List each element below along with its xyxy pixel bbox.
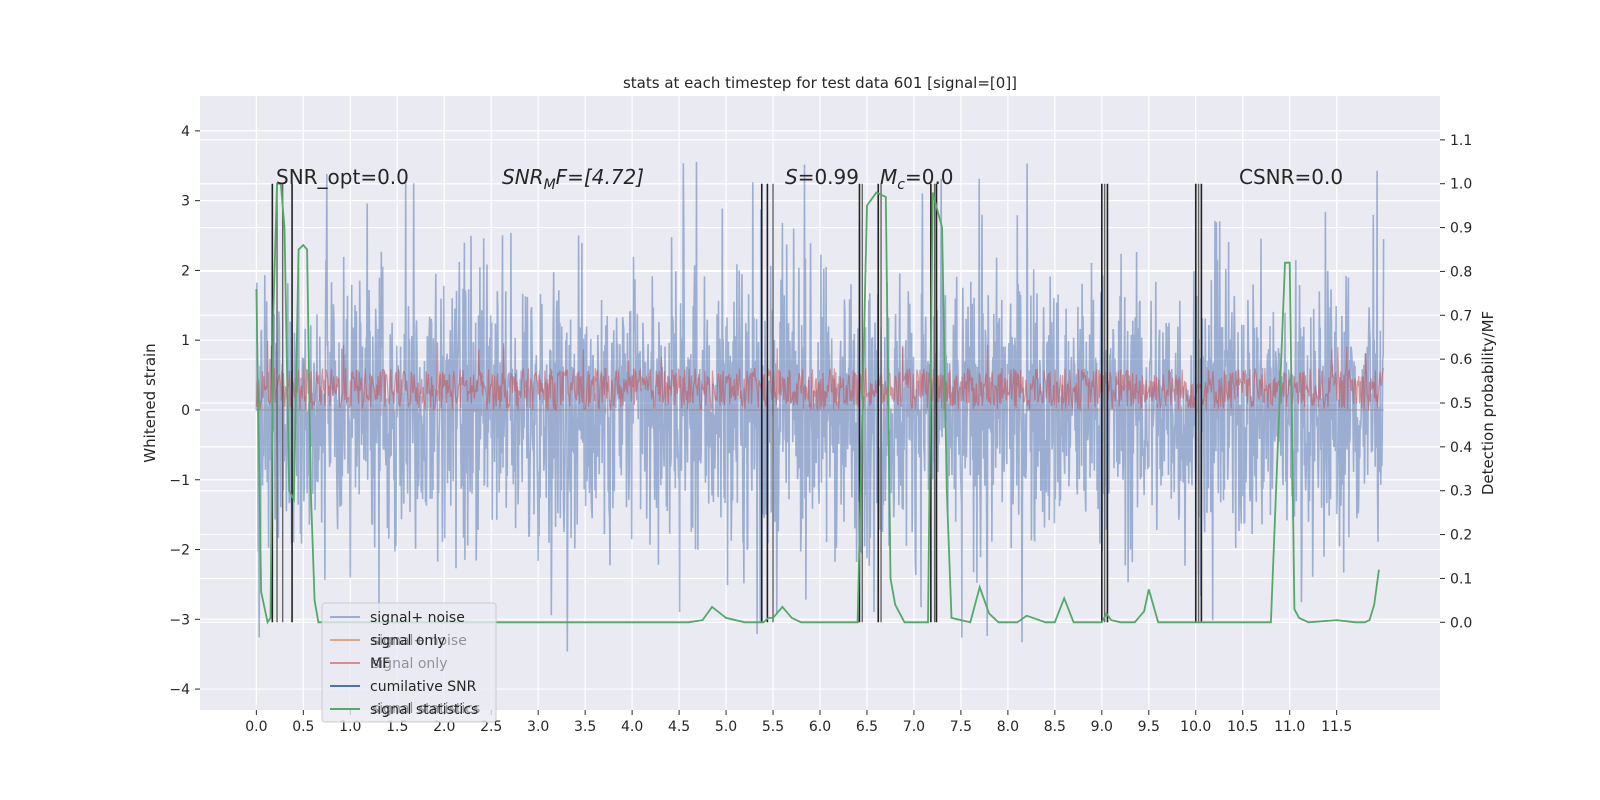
y-right-tick-label: 0.0 xyxy=(1450,615,1472,631)
x-tick-label: 3.5 xyxy=(574,719,596,735)
legend-ghost-1: signal only xyxy=(372,656,447,672)
signal-statistics-series xyxy=(255,182,1380,625)
x-tick-label: 11.0 xyxy=(1274,719,1305,735)
y-right-tick-label: 0.4 xyxy=(1450,440,1472,456)
x-tick-label: 4.0 xyxy=(621,719,643,735)
legend-label-signal-statistics: signal statistics xyxy=(370,702,478,718)
x-tick-label: 6.5 xyxy=(856,719,878,735)
legend: signal+ noise signal only signal statist… xyxy=(321,602,497,723)
y-left-tick-label: −1 xyxy=(169,473,190,489)
y-left-tick-label: 3 xyxy=(181,194,190,210)
x-tick-label: 7.5 xyxy=(950,719,972,735)
x-tick-label: 3.0 xyxy=(527,719,549,735)
y-right-tick-label: 0.9 xyxy=(1450,221,1472,237)
x-tick-label: 1.0 xyxy=(339,719,361,735)
annotation-mc-subscript: c xyxy=(897,177,905,193)
x-tick-label: 9.0 xyxy=(1091,719,1113,735)
x-tick-label: 8.0 xyxy=(997,719,1019,735)
y-axis-right: 1.1 1.0 0.9 0.8 0.7 0.6 0.5 0.4 0.3 0.2 0.1 0.0 xyxy=(1440,133,1472,631)
y-right-tick-label: 1.1 xyxy=(1450,133,1472,149)
y-left-tick-label: −4 xyxy=(169,682,190,698)
y-left-tick-label: −2 xyxy=(169,543,190,559)
x-tick-label: 8.5 xyxy=(1044,719,1066,735)
y-right-tick-label: 0.8 xyxy=(1450,264,1472,280)
legend-label-cumulative-snr: cumilative SNR xyxy=(370,679,477,695)
annotation-s-symbol: S xyxy=(785,165,798,189)
y-right-tick-label: 0.6 xyxy=(1450,352,1472,368)
legend-label-signal-only: signal only xyxy=(370,633,445,649)
y-left-tick-label: 0 xyxy=(181,403,190,419)
x-tick-label: 0.0 xyxy=(245,719,267,735)
annotation-s: S=0.99 xyxy=(785,165,859,189)
legend-ghost-2: signal statistics xyxy=(372,701,480,717)
annotation-snr-opt: SNR_opt=0.0 xyxy=(276,165,409,189)
legend-label-mf: MF xyxy=(370,656,390,672)
x-tick-label: 1.5 xyxy=(386,719,408,735)
annotation-snr-mf: SNRMF=[4.72] xyxy=(502,165,644,193)
y-left-tick-label: 4 xyxy=(181,124,190,140)
legend-ghost-0: signal+ noise xyxy=(372,633,467,649)
annotation-snr-mf-symbol: SNR xyxy=(502,165,544,189)
y-right-tick-label: 0.3 xyxy=(1450,484,1472,500)
x-tick-label: 4.5 xyxy=(668,719,690,735)
marker-lines xyxy=(271,183,1203,623)
annotation-mc: Mc=0.0 xyxy=(880,165,954,193)
legend-box xyxy=(321,602,497,723)
annotation-snr-mf-subscript: M xyxy=(544,177,556,193)
annotation-mc-symbol: M xyxy=(880,165,897,189)
legend-label-signal-noise: signal+ noise xyxy=(370,610,465,626)
y-right-tick-label: 1.0 xyxy=(1450,177,1472,193)
y-left-tick-label: 2 xyxy=(181,263,190,279)
x-tick-label: 2.5 xyxy=(480,719,502,735)
x-tick-label: 6.0 xyxy=(809,719,831,735)
x-tick-label: 11.5 xyxy=(1321,719,1352,735)
y-right-tick-label: 0.1 xyxy=(1450,571,1472,587)
annotation-csnr: CSNR=0.0 xyxy=(1239,165,1343,189)
x-tick-label: 2.0 xyxy=(433,719,455,735)
y-axis-right-label: Detection probability/MF xyxy=(1479,311,1497,495)
x-axis: 0.0 0.5 1.0 1.5 2.0 2.5 3.0 3.5 4.0 4.5 5.0 5.5 6.0 6… xyxy=(245,710,1352,735)
x-tick-label: 10.5 xyxy=(1227,719,1258,735)
x-tick-label: 5.0 xyxy=(715,719,737,735)
annotation-snr-mf-value: F=[4.72] xyxy=(556,165,644,189)
annotation-mc-value: =0.0 xyxy=(905,165,954,189)
chart-title: stats at each timestep for test data 601… xyxy=(623,74,1017,92)
x-tick-label: 9.5 xyxy=(1138,719,1160,735)
y-right-tick-label: 0.5 xyxy=(1450,396,1472,412)
y-axis-left-label: Whitened strain xyxy=(141,343,159,462)
x-tick-label: 5.5 xyxy=(762,719,784,735)
annotation-s-value: =0.99 xyxy=(798,165,859,189)
x-tick-label: 7.0 xyxy=(903,719,925,735)
signal-statistics-line xyxy=(255,182,1380,625)
y-left-tick-label: 1 xyxy=(181,333,190,349)
y-right-tick-label: 0.7 xyxy=(1450,308,1472,324)
y-right-tick-label: 0.2 xyxy=(1450,528,1472,544)
x-tick-label: 0.5 xyxy=(292,719,314,735)
x-tick-label: 10.0 xyxy=(1180,719,1211,735)
y-left-tick-label: −3 xyxy=(169,612,190,628)
y-axis-left: 4 3 2 1 0 −1 −2 −3 −4 xyxy=(169,124,200,698)
